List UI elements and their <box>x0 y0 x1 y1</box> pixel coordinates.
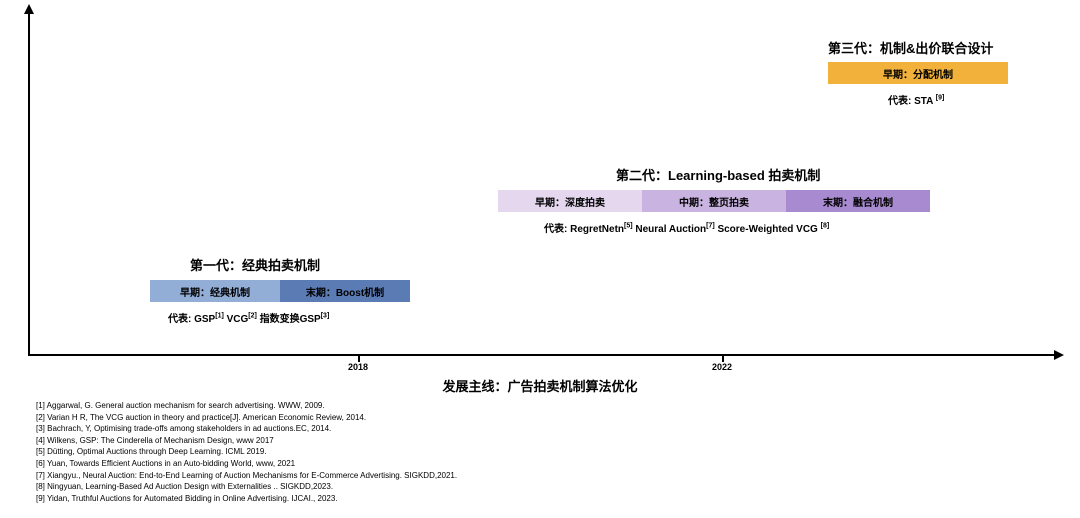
gen1-seg-early: 早期：经典机制 <box>150 280 280 302</box>
gen1-title: 第一代：经典拍卖机制 <box>190 255 320 274</box>
reference-item: [1] Aggarwal, G. General auction mechani… <box>36 400 457 412</box>
gen2-seg-late: 末期：融合机制 <box>786 190 930 212</box>
gen3-seg-early: 早期：分配机制 <box>828 62 1008 84</box>
reference-item: [7] Xiangyu., Neural Auction: End-to-End… <box>36 470 457 482</box>
gen3-title: 第三代：机制&出价联合设计 <box>828 38 993 57</box>
gen2-title: 第二代：Learning-based 拍卖机制 <box>616 165 820 184</box>
gen2-seg-mid: 中期：整页拍卖 <box>642 190 786 212</box>
reference-item: [5] Dütting, Optimal Auctions through De… <box>36 446 457 458</box>
reference-item: [8] Ningyuan, Learning-Based Ad Auction … <box>36 481 457 493</box>
gen1-bar: 早期：经典机制 末期：Boost机制 <box>150 280 410 302</box>
axis-tick <box>722 354 724 362</box>
axis-tick <box>358 354 360 362</box>
reference-item: [9] Yidan, Truthful Auctions for Automat… <box>36 493 457 505</box>
gen3-bar: 早期：分配机制 <box>828 62 1008 84</box>
gen2-seg-early: 早期：深度拍卖 <box>498 190 642 212</box>
timeline-title: 发展主线：广告拍卖机制算法优化 <box>0 376 1080 395</box>
reference-item: [2] Varian H R, The VCG auction in theor… <box>36 412 457 424</box>
x-axis <box>28 354 1062 356</box>
gen2-representatives: 代表: RegretNetn[5] Neural Auction[7] Scor… <box>544 220 829 235</box>
reference-item: [6] Yuan, Towards Efficient Auctions in … <box>36 458 457 470</box>
gen1-seg-late: 末期：Boost机制 <box>280 280 410 302</box>
reference-item: [3] Bachrach, Y, Optimising trade-offs a… <box>36 423 457 435</box>
axis-tick-label: 2018 <box>348 362 368 372</box>
axis-tick-label: 2022 <box>712 362 732 372</box>
diagram-canvas: 2018 2022 第一代：经典拍卖机制 早期：经典机制 末期：Boost机制 … <box>0 0 1080 518</box>
gen2-bar: 早期：深度拍卖 中期：整页拍卖 末期：融合机制 <box>498 190 930 212</box>
references: [1] Aggarwal, G. General auction mechani… <box>36 400 457 504</box>
y-axis <box>28 6 30 354</box>
gen3-representatives: 代表: STA [9] <box>888 92 944 107</box>
reference-item: [4] Wilkens, GSP: The Cinderella of Mech… <box>36 435 457 447</box>
gen1-representatives: 代表: GSP[1] VCG[2] 指数变换GSP[3] <box>168 310 329 325</box>
